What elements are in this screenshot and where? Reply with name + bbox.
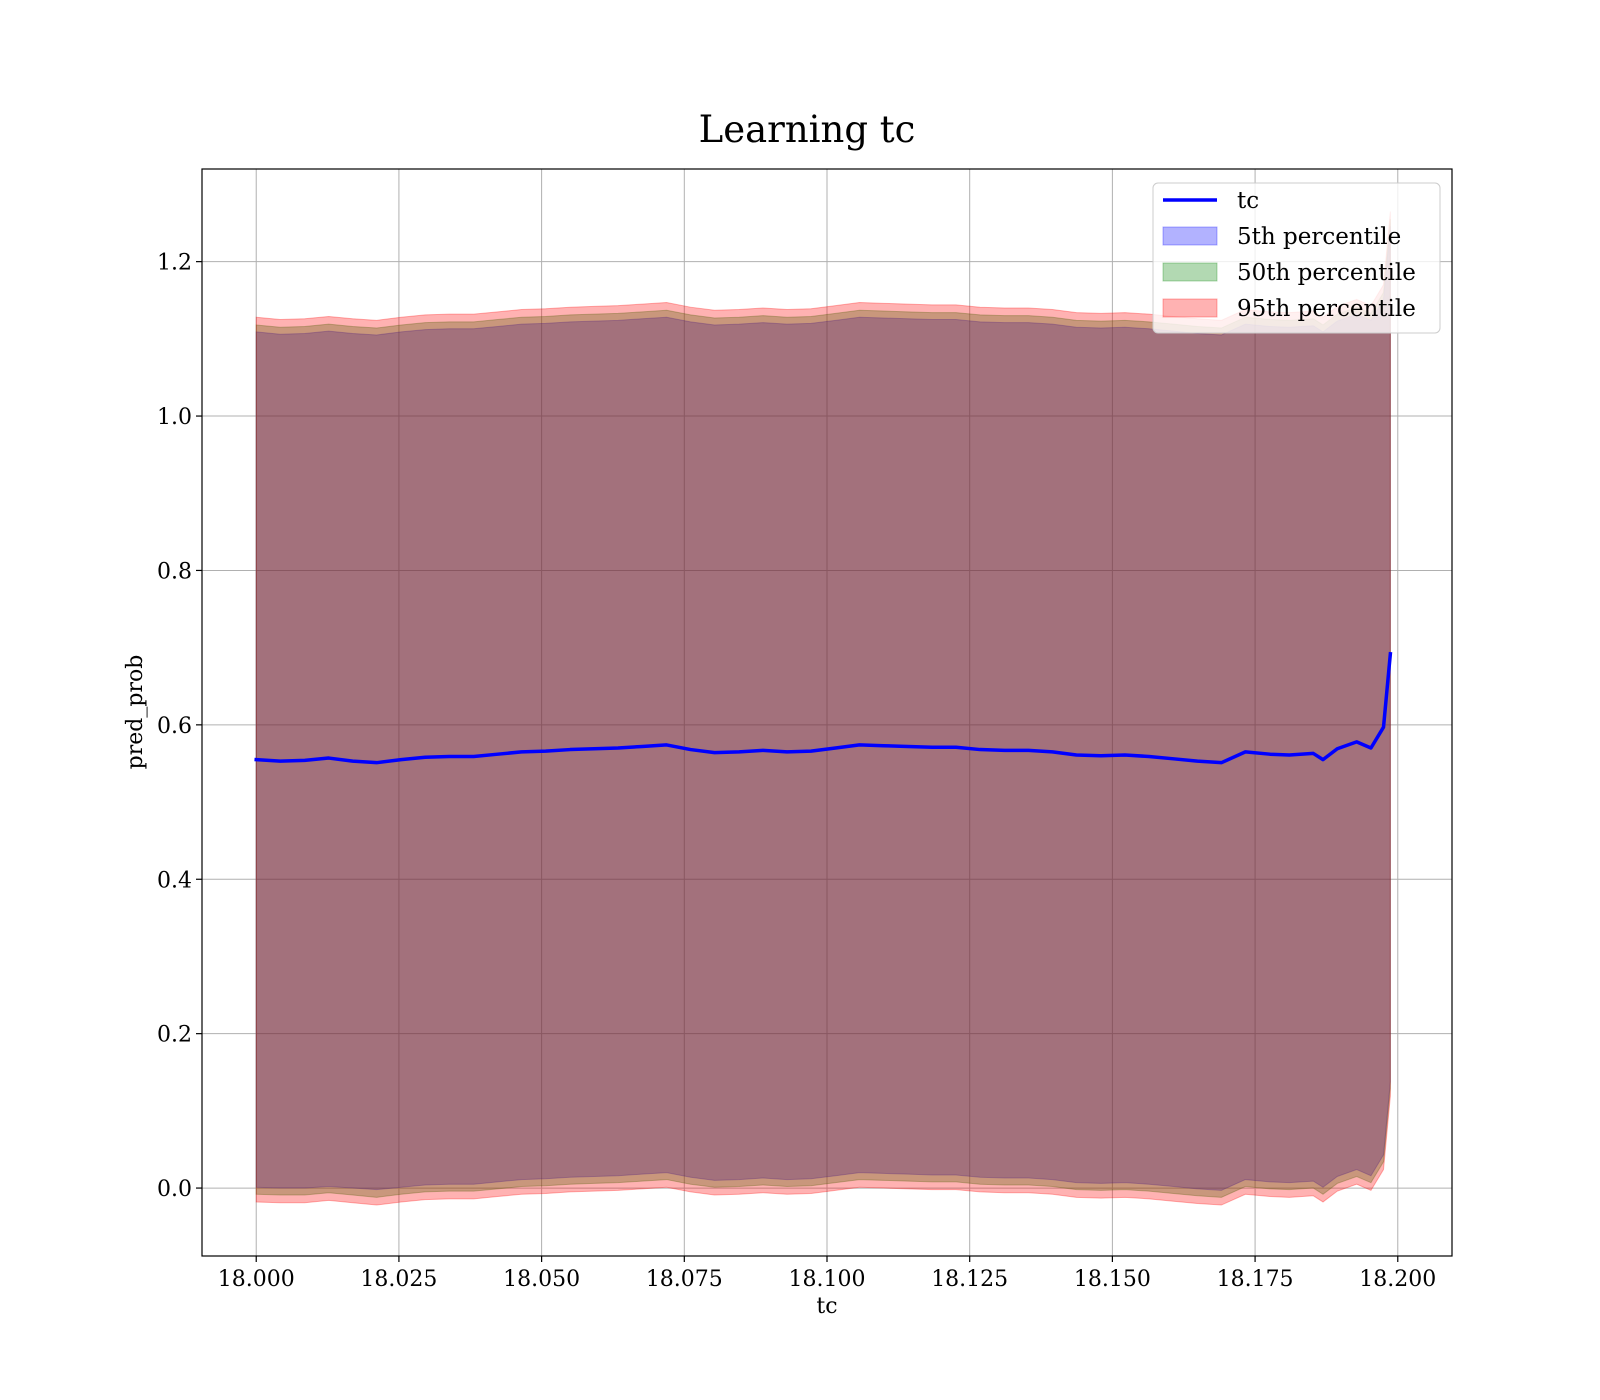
legend-swatch [1162,262,1218,282]
y-tick-label: 0.4 [157,868,192,893]
x-tick-label: 18.100 [789,1267,866,1292]
tc-line [254,651,1393,765]
x-axis-label: tc [816,1294,837,1319]
y-tick-label: 1.2 [157,251,192,276]
x-tick-label: 18.050 [503,1267,580,1292]
x-tick-label: 18.125 [931,1267,1008,1292]
band-p95 [255,211,1391,1206]
chart-title: Learning tc [699,108,916,151]
x-tick-label: 18.200 [1359,1267,1436,1292]
x-tick-label: 18.150 [1074,1267,1151,1292]
x-tick-label: 18.000 [218,1267,295,1292]
y-axis-label: pred_prob [123,655,148,770]
legend: tc 5th percentile 50th percentile 95th perc… [1152,182,1441,334]
legend-swatch [1162,226,1218,246]
y-tick-label: 0.6 [157,714,192,739]
legend-label: 95th percentile [1237,296,1416,322]
legend-label: 5th percentile [1237,224,1401,250]
y-axis: 0.0 0.2 0.4 0.6 0.8 1.0 1.2 [157,251,202,1202]
y-tick-label: 0.8 [157,559,192,584]
x-tick-label: 18.075 [646,1267,723,1292]
percentile-bands [255,211,1391,1206]
legend-label: 50th percentile [1237,260,1416,286]
band-p5 [255,226,1391,1191]
y-tick-label: 0.0 [157,1177,192,1202]
band-p50 [255,219,1391,1198]
legend-label: tc [1237,188,1259,214]
x-tick-label: 18.175 [1217,1267,1294,1292]
legend-box [1152,182,1441,334]
y-tick-label: 0.2 [157,1023,192,1048]
y-tick-label: 1.0 [157,405,192,430]
x-tick-label: 18.025 [360,1267,437,1292]
x-axis: 18.000 18.025 18.050 18.075 18.100 18.125 18.1… [218,1256,1436,1292]
legend-swatch [1162,298,1218,318]
tc-line-layer [254,651,1393,765]
grid [202,169,1452,1256]
